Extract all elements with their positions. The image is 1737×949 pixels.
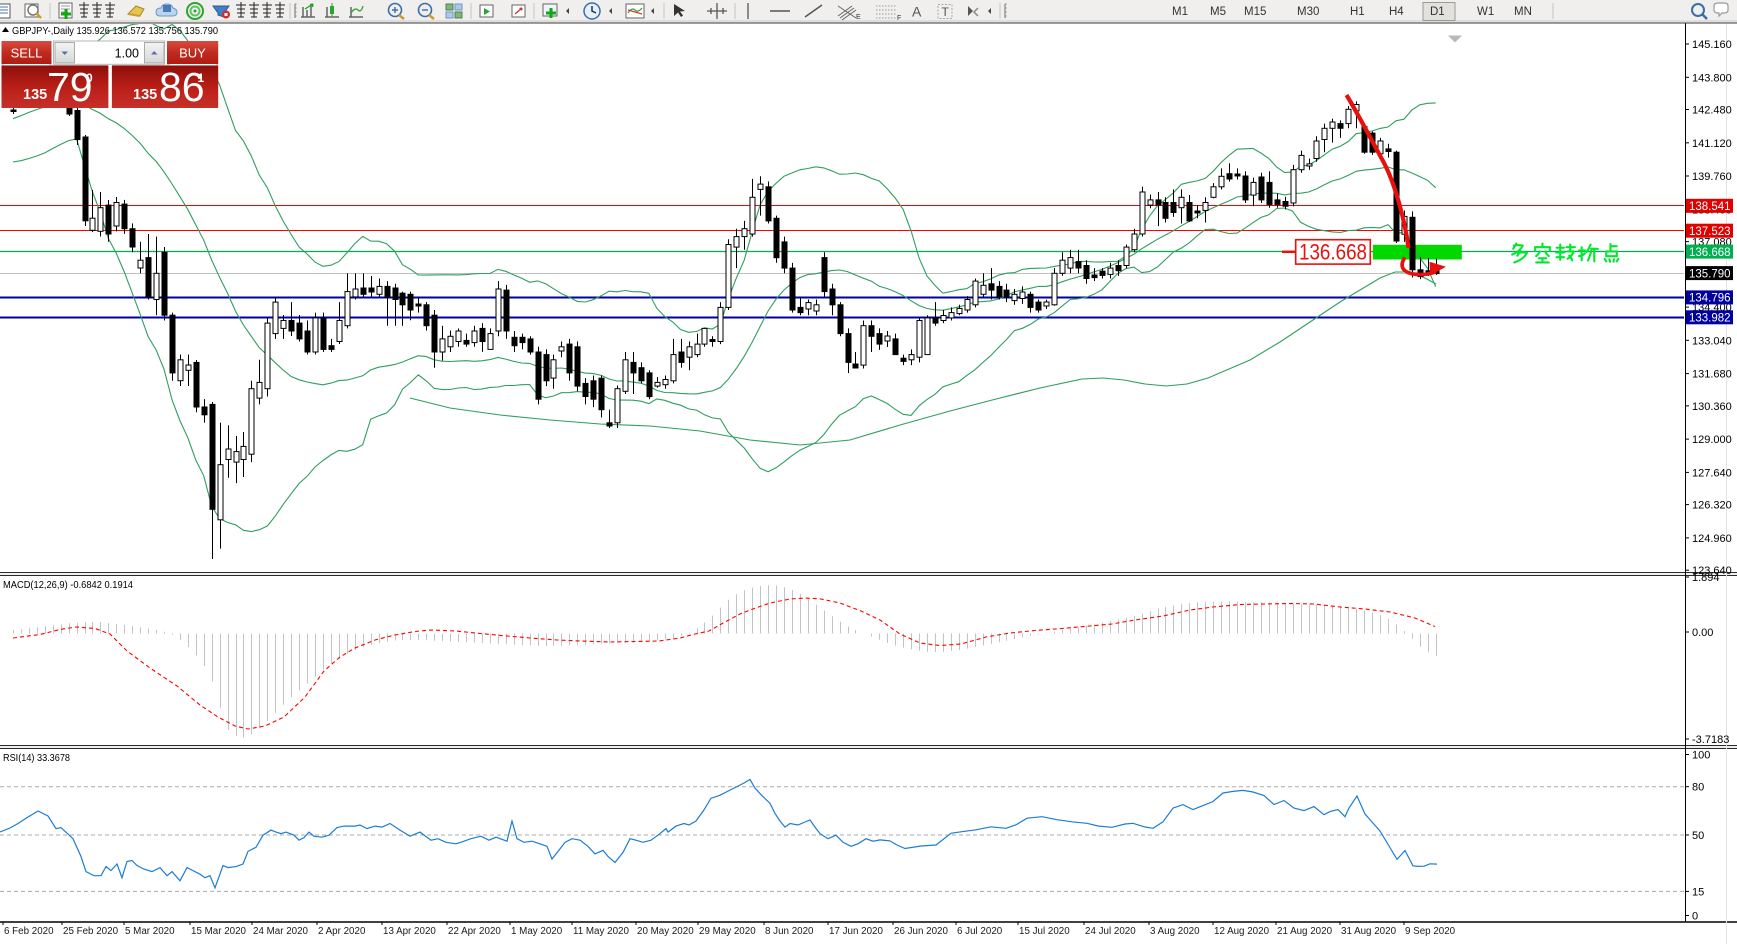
svg-text:8 Jun 2020: 8 Jun 2020 bbox=[765, 926, 814, 937]
svg-text:D1: D1 bbox=[1430, 6, 1445, 18]
svg-text:126.320: 126.320 bbox=[1692, 500, 1732, 512]
svg-text:SELL: SELL bbox=[11, 46, 43, 61]
svg-text:11 May 2020: 11 May 2020 bbox=[573, 926, 629, 937]
svg-text:141.120: 141.120 bbox=[1692, 138, 1732, 150]
svg-text:123.640: 123.640 bbox=[1692, 565, 1732, 577]
svg-text:135: 135 bbox=[23, 87, 47, 103]
svg-text:24 Jul 2020: 24 Jul 2020 bbox=[1085, 926, 1136, 937]
svg-text:134.796: 134.796 bbox=[1689, 293, 1731, 305]
svg-text:142.480: 142.480 bbox=[1692, 105, 1732, 117]
svg-text:135.790: 135.790 bbox=[1689, 268, 1731, 280]
svg-text:24 Mar 2020: 24 Mar 2020 bbox=[253, 926, 309, 937]
svg-text:139.760: 139.760 bbox=[1692, 171, 1732, 183]
svg-text:W1: W1 bbox=[1477, 6, 1494, 18]
svg-text:F: F bbox=[897, 15, 901, 22]
svg-text:15: 15 bbox=[1692, 886, 1704, 898]
svg-text:143.800: 143.800 bbox=[1692, 72, 1732, 84]
svg-text:MN: MN bbox=[1514, 6, 1532, 18]
svg-text:M30: M30 bbox=[1297, 6, 1319, 18]
svg-text:H4: H4 bbox=[1389, 6, 1404, 18]
svg-text:0: 0 bbox=[1692, 911, 1698, 923]
svg-text:86: 86 bbox=[159, 64, 205, 110]
svg-text:2 Apr 2020: 2 Apr 2020 bbox=[318, 926, 366, 937]
svg-text:6 Jul 2020: 6 Jul 2020 bbox=[957, 926, 1003, 937]
svg-text:9 Sep 2020: 9 Sep 2020 bbox=[1405, 926, 1456, 937]
svg-text:17 Jun 2020: 17 Jun 2020 bbox=[829, 926, 883, 937]
svg-text:A: A bbox=[912, 4, 922, 20]
svg-text:22 Apr 2020: 22 Apr 2020 bbox=[448, 926, 501, 937]
svg-text:13 Apr 2020: 13 Apr 2020 bbox=[383, 926, 436, 937]
svg-text:138.541: 138.541 bbox=[1689, 201, 1731, 213]
svg-text:M15: M15 bbox=[1244, 6, 1266, 18]
svg-text:136.668: 136.668 bbox=[1689, 247, 1731, 259]
svg-text:M5: M5 bbox=[1210, 6, 1226, 18]
svg-text:BUY: BUY bbox=[179, 46, 206, 61]
svg-text:80: 80 bbox=[1692, 782, 1704, 794]
svg-text:50: 50 bbox=[1692, 830, 1704, 842]
svg-text:1.894: 1.894 bbox=[1692, 572, 1720, 584]
svg-text:145.160: 145.160 bbox=[1692, 39, 1732, 51]
svg-text:H1: H1 bbox=[1350, 6, 1365, 18]
svg-text:31 Aug 2020: 31 Aug 2020 bbox=[1341, 926, 1397, 937]
svg-text:136.668: 136.668 bbox=[1299, 240, 1367, 265]
svg-text:E: E bbox=[856, 14, 861, 21]
svg-text:131.680: 131.680 bbox=[1692, 369, 1732, 381]
svg-text:-3.7183: -3.7183 bbox=[1692, 734, 1729, 746]
svg-text:124.960: 124.960 bbox=[1692, 533, 1732, 545]
svg-text:0: 0 bbox=[86, 71, 93, 85]
svg-text:129.000: 129.000 bbox=[1692, 434, 1732, 446]
svg-text:130.360: 130.360 bbox=[1692, 401, 1732, 413]
svg-text:T: T bbox=[942, 5, 950, 19]
svg-text:15 Mar 2020: 15 Mar 2020 bbox=[191, 926, 247, 937]
svg-text:133.040: 133.040 bbox=[1692, 335, 1732, 347]
svg-text:133.982: 133.982 bbox=[1689, 313, 1731, 325]
svg-text:6 Feb 2020: 6 Feb 2020 bbox=[4, 926, 54, 937]
svg-text:1: 1 bbox=[198, 71, 205, 85]
svg-text:21 Aug 2020: 21 Aug 2020 bbox=[1277, 926, 1333, 937]
svg-text:26 Jun 2020: 26 Jun 2020 bbox=[894, 926, 948, 937]
svg-text:GBPJPY-,Daily 135.926 136.572: GBPJPY-,Daily 135.926 136.572 135.756 13… bbox=[12, 25, 218, 37]
svg-text:0.00: 0.00 bbox=[1692, 627, 1713, 639]
svg-text:135: 135 bbox=[133, 87, 157, 103]
svg-text:5 Mar 2020: 5 Mar 2020 bbox=[125, 926, 175, 937]
svg-text:M1: M1 bbox=[1172, 6, 1188, 18]
svg-text:79: 79 bbox=[47, 64, 93, 110]
svg-text:1.00: 1.00 bbox=[115, 47, 139, 61]
svg-text:15 Jul 2020: 15 Jul 2020 bbox=[1019, 926, 1070, 937]
svg-text:137.523: 137.523 bbox=[1689, 226, 1731, 238]
svg-text:12 Aug 2020: 12 Aug 2020 bbox=[1214, 926, 1270, 937]
svg-text:3 Aug 2020: 3 Aug 2020 bbox=[1150, 926, 1200, 937]
svg-text:100: 100 bbox=[1692, 750, 1710, 762]
svg-text:MACD(12,26,9) -0.6842 0.1914: MACD(12,26,9) -0.6842 0.1914 bbox=[3, 580, 134, 591]
svg-text:25 Feb 2020: 25 Feb 2020 bbox=[63, 926, 119, 937]
svg-text:127.640: 127.640 bbox=[1692, 467, 1732, 479]
svg-text:1 May 2020: 1 May 2020 bbox=[511, 926, 563, 937]
svg-text:29 May 2020: 29 May 2020 bbox=[699, 926, 756, 937]
svg-text:20 May 2020: 20 May 2020 bbox=[637, 926, 694, 937]
svg-text:RSI(14) 33.3678: RSI(14) 33.3678 bbox=[3, 753, 71, 764]
